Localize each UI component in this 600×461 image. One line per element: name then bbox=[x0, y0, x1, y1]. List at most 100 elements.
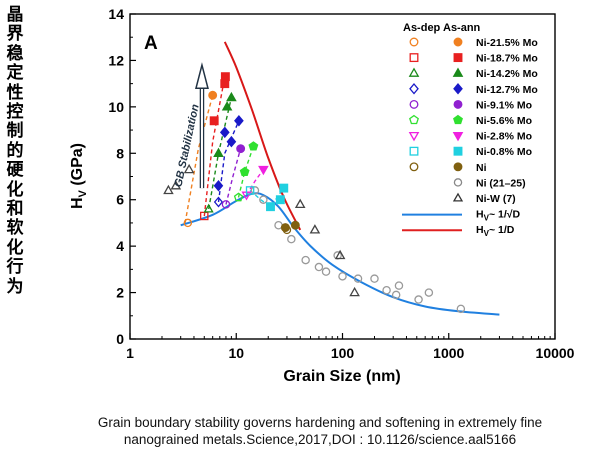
y-tick-label: 6 bbox=[116, 192, 124, 208]
caption-line-2: nanograined metals.Science,2017,DOI : 10… bbox=[123, 432, 517, 447]
legend-marker-as-dep bbox=[408, 67, 420, 77]
stabilization-line bbox=[203, 76, 226, 217]
y-tick-label: 10 bbox=[108, 99, 124, 115]
ni-reference-point bbox=[259, 195, 268, 204]
legend-marker-as-ann bbox=[453, 37, 463, 47]
as-deposited-point bbox=[221, 200, 231, 209]
legend-marker-as-ann bbox=[453, 114, 463, 125]
niw-reference-point bbox=[334, 249, 346, 260]
legend-label-main: H bbox=[476, 209, 484, 221]
legend-marker-as-ann bbox=[453, 82, 463, 95]
niw-reference-point bbox=[163, 184, 174, 195]
legend-marker-as-dep bbox=[408, 131, 420, 142]
ni-reference-point bbox=[414, 295, 423, 304]
side-title: 晶界稳定性控制的硬化和软化行为 bbox=[2, 5, 28, 297]
as-deposited-point bbox=[245, 186, 255, 195]
side-title-char: 控 bbox=[6, 102, 24, 123]
legend-marker-as-dep bbox=[409, 162, 419, 172]
stabilization-line bbox=[237, 146, 255, 198]
side-title-char: 的 bbox=[6, 140, 24, 161]
y-tick-label: 12 bbox=[108, 52, 124, 68]
as-annealed-point bbox=[220, 72, 230, 82]
as-annealed-point bbox=[219, 126, 230, 139]
legend-label: Ni-5.6% Mo bbox=[476, 115, 532, 127]
legend-marker-as-dep bbox=[409, 146, 419, 156]
as-annealed-point bbox=[226, 91, 237, 102]
side-title-char: 制 bbox=[6, 121, 24, 142]
y-tick-label: 14 bbox=[108, 6, 124, 22]
ni-reference-point bbox=[382, 285, 391, 295]
as-deposited-point bbox=[203, 203, 214, 213]
side-title-char: 化 bbox=[6, 237, 24, 258]
side-title-char: 行 bbox=[6, 257, 24, 278]
x-tick-label: 10 bbox=[228, 345, 244, 361]
side-title-char: 化 bbox=[6, 179, 24, 200]
as-deposited-point bbox=[213, 196, 224, 208]
legend-marker-as-ann bbox=[453, 53, 463, 63]
side-title-char: 硬 bbox=[6, 160, 24, 181]
x-tick-label: 1000 bbox=[433, 345, 464, 361]
legend-label-suffix: ~ 1/√D bbox=[489, 209, 521, 221]
as-annealed-point bbox=[209, 116, 219, 126]
ni-reference-point bbox=[301, 255, 310, 265]
y-tick-label: 4 bbox=[116, 238, 124, 254]
niw-reference-point bbox=[294, 198, 306, 209]
legend-label: Ni-14.2% Mo bbox=[476, 68, 538, 80]
annotation-text: GB Stabilization bbox=[172, 103, 201, 188]
legend-label: Ni bbox=[476, 162, 487, 174]
legend-header-as-ann: As-ann bbox=[443, 22, 481, 34]
as-annealed-point bbox=[213, 179, 224, 192]
stabilization-line bbox=[225, 148, 242, 205]
legend-label-sub: V bbox=[484, 229, 490, 238]
side-title-char: 软 bbox=[6, 218, 24, 239]
y-tick-label: 0 bbox=[116, 331, 124, 347]
as-deposited-point bbox=[233, 192, 244, 202]
legend-label: Ni-0.8% Mo bbox=[476, 146, 532, 158]
as-annealed-point bbox=[208, 90, 218, 100]
legend-marker-as-dep bbox=[409, 114, 419, 125]
curve-inverse-d bbox=[223, 41, 302, 231]
legend-label: HV~ 1/D bbox=[476, 224, 515, 238]
legend-marker-as-ann bbox=[453, 146, 463, 156]
legend-marker-as-dep bbox=[409, 53, 419, 63]
as-annealed-point bbox=[290, 220, 300, 230]
stabilization-line bbox=[184, 95, 214, 224]
legend-marker-as-ann bbox=[453, 162, 463, 172]
caption: Grain boundary stability governs hardeni… bbox=[40, 414, 600, 448]
gb-stabilization-annotation: GB Stabilization bbox=[172, 62, 209, 188]
as-annealed-point bbox=[280, 223, 290, 233]
as-annealed-point bbox=[266, 202, 275, 212]
caption-line-1: Grain boundary stability governs hardeni… bbox=[97, 415, 543, 430]
ni-reference-point bbox=[424, 288, 434, 297]
side-title-char: 定 bbox=[6, 63, 24, 84]
legend-label: Ni-21.5% Mo bbox=[476, 37, 538, 49]
y-axis-label-sub: V bbox=[77, 189, 89, 197]
x-tick-label: 1 bbox=[126, 345, 134, 361]
legend-label: HV~ 1/√D bbox=[476, 209, 521, 223]
legend-label: Ni-9.1% Mo bbox=[476, 99, 532, 111]
ni-reference-point bbox=[321, 267, 331, 276]
ni-reference-point bbox=[394, 281, 404, 290]
ni-reference-point bbox=[314, 262, 324, 272]
curve-inverse-sqrt-d bbox=[180, 192, 500, 316]
side-title-char: 界 bbox=[6, 24, 24, 45]
legend-header-as-dep: As-dep bbox=[403, 22, 441, 34]
as-annealed-point bbox=[279, 183, 289, 193]
as-annealed-point bbox=[234, 114, 244, 127]
y-axis-label: HV (GPa) bbox=[69, 143, 89, 209]
ni-reference-point bbox=[338, 272, 347, 281]
y-tick-label: 8 bbox=[116, 145, 124, 161]
niw-reference-point bbox=[349, 286, 360, 297]
side-title-char: 为 bbox=[6, 276, 24, 297]
side-title-char: 稳 bbox=[6, 43, 24, 64]
legend-label: Ni-W (7) bbox=[476, 193, 516, 205]
legend-label-suffix: ~ 1/D bbox=[489, 224, 515, 236]
legend-marker bbox=[452, 192, 464, 202]
x-tick-label: 100 bbox=[331, 345, 355, 361]
as-annealed-point bbox=[258, 165, 269, 176]
as-annealed-point bbox=[221, 101, 233, 111]
y-axis-label-rest: (GPa) bbox=[69, 143, 86, 190]
legend-label: Ni-2.8% Mo bbox=[476, 131, 532, 143]
stabilization-line bbox=[245, 169, 264, 196]
x-axis-label: Grain Size (nm) bbox=[283, 368, 400, 385]
